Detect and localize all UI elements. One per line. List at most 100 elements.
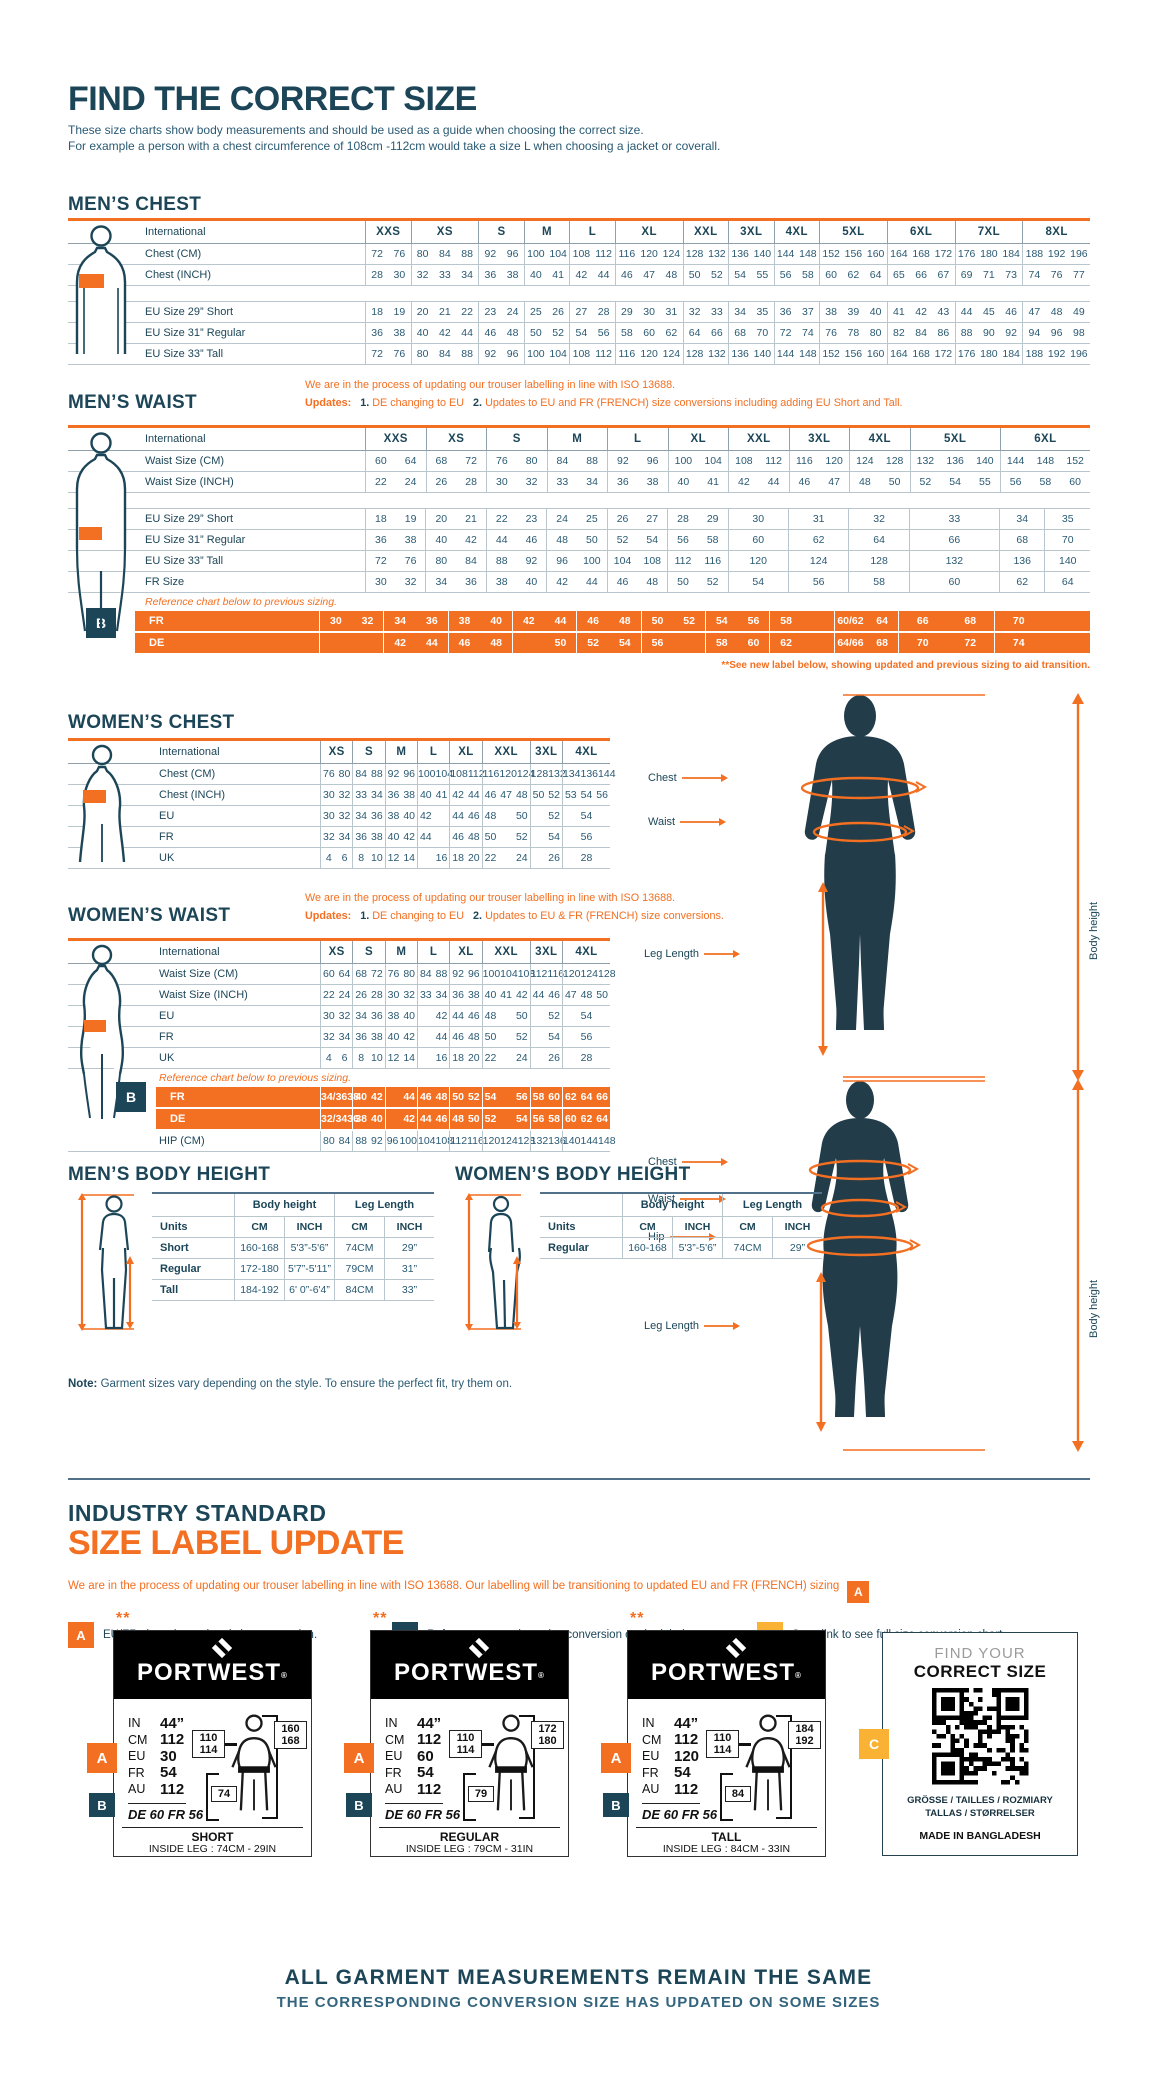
size-value: 44”	[417, 1714, 442, 1732]
size-value: 22	[484, 1052, 497, 1064]
size-value: 140	[1059, 555, 1077, 567]
size-label-card: ** PORTWEST® IN 44” CM 112 EU 120 FR 54 AU 112 DE…	[601, 1610, 826, 1857]
size-cell: 100 104	[667, 451, 729, 471]
size-value: 42	[419, 810, 432, 822]
size-value: 88	[461, 248, 473, 260]
size-value: 116	[547, 968, 565, 980]
size-cell: 108 112	[569, 244, 615, 264]
size-system: IN	[128, 1716, 141, 1731]
size-value: 132	[708, 248, 726, 260]
size-cell: 72 76	[365, 244, 411, 264]
size-value: 34	[394, 615, 406, 627]
size-cell: 56 58	[529, 1109, 562, 1129]
size-cell: 128 132	[682, 244, 729, 264]
size-value: 136	[1013, 555, 1031, 567]
size-cell: 46 48	[416, 1087, 449, 1107]
size-cell: 48 50	[546, 530, 606, 550]
size-value: 62	[665, 327, 678, 339]
bh-unit-header: INCH	[284, 1217, 334, 1237]
size-value: 30	[752, 513, 765, 525]
size-value: 33	[556, 476, 569, 488]
size-row: AU 112	[642, 1781, 699, 1798]
size-value: 54	[715, 615, 728, 627]
bh-value: 74CM	[722, 1238, 772, 1258]
size-cell: 54 56	[481, 1087, 530, 1107]
size-cell: 29 30 31	[614, 302, 683, 322]
column-header: International	[145, 433, 206, 445]
size-cell: 32 34	[320, 1027, 352, 1047]
size-value: 28	[370, 989, 383, 1001]
size-cell: 52	[529, 806, 562, 826]
size-value: 33	[439, 269, 451, 281]
size-value: 96	[1050, 327, 1063, 339]
size-group-header: L	[569, 221, 615, 243]
page-intro: These size charts show body measurements…	[68, 122, 1048, 154]
size-value: 43	[937, 306, 950, 318]
row-label: Waist Size (INCH)	[159, 989, 248, 1001]
size-cell: 144 148 152	[999, 451, 1090, 471]
size-value: 52	[548, 1010, 560, 1022]
bh-units-row: Units CM INCH CM INCH	[152, 1217, 434, 1238]
size-cell: 36 37	[773, 302, 820, 322]
size-cell: 22 24	[481, 848, 530, 868]
size-row: IN 44”	[385, 1715, 441, 1732]
size-group-header: XXL	[682, 221, 729, 243]
man-chest-label: Chest	[648, 772, 728, 784]
size-value: 14	[403, 1052, 415, 1064]
size-value: 50	[688, 269, 701, 281]
bh-group-header-row: Body height Leg Length	[152, 1194, 434, 1217]
size-cell: 42 44	[728, 472, 789, 492]
size-value: 36	[484, 269, 497, 281]
size-value: 48	[556, 534, 568, 546]
size-value: 44	[586, 576, 598, 588]
size-value: 112	[595, 348, 612, 360]
size-value: 44	[419, 831, 432, 843]
size-value: 70	[1012, 615, 1025, 627]
row-label: Waist Size (CM)	[145, 455, 225, 467]
size-cell: 33 34	[546, 472, 608, 492]
size-value: 38	[387, 810, 400, 822]
portwest-logo: PORTWEST®	[371, 1631, 568, 1699]
size-group-header: S	[352, 741, 384, 763]
size-value: 60	[643, 327, 655, 339]
size-value: 54	[618, 637, 631, 649]
inside-leg-text: INSIDE LEG : 74CM - 29IN	[148, 1843, 277, 1855]
size-cell: 50 52	[449, 1087, 481, 1107]
size-value: 36	[779, 306, 792, 318]
table-row: EU Size 29” Short 18 19 20 21 22 23 24 25 26 27 28 2…	[68, 302, 1090, 323]
size-cell: 24 25	[546, 509, 606, 529]
size-value: 32	[361, 615, 374, 627]
size-value: 34	[435, 989, 448, 1001]
size-value: 47	[500, 789, 512, 801]
table-row: EU 30 32 34 36 38 40 42 44 46 48 50 52 54	[68, 806, 610, 827]
page-title: FIND THE CORRECT SIZE	[68, 80, 477, 118]
size-value: 96	[467, 968, 480, 980]
size-value: 74	[1028, 269, 1041, 281]
size-value: 54	[580, 789, 593, 801]
size-value: 168	[912, 248, 930, 260]
size-value: 164	[890, 248, 908, 260]
size-row: IN 44”	[642, 1715, 699, 1732]
size-cell: 46 47 48	[614, 265, 683, 285]
size-cell: 92 96	[478, 344, 524, 364]
womens-body-height-table: Body height Leg Length Units CM INCH CM INCH Re…	[540, 1192, 822, 1259]
size-cell: 20 21	[425, 509, 485, 529]
size-cell: 50 52	[529, 785, 562, 805]
size-value: 30	[160, 1747, 177, 1765]
size-value: 116	[618, 348, 636, 360]
size-value: 72	[370, 968, 383, 980]
size-cell: 38 40	[384, 1006, 417, 1026]
size-cell: 22 24	[365, 472, 426, 492]
size-cell: 16	[416, 848, 449, 868]
size-cell: 80 84	[320, 1131, 352, 1151]
underline	[128, 1803, 186, 1804]
size-value: 10	[370, 1052, 383, 1064]
size-value: 42	[403, 1031, 415, 1043]
size-value: 18	[452, 852, 464, 864]
size-value: 32	[403, 989, 415, 1001]
size-cell: 48 50	[481, 806, 530, 826]
size-value: 48	[515, 789, 528, 801]
size-system: EU	[385, 1749, 403, 1764]
size-value: 54	[575, 327, 588, 339]
size-value: 152	[822, 348, 840, 360]
